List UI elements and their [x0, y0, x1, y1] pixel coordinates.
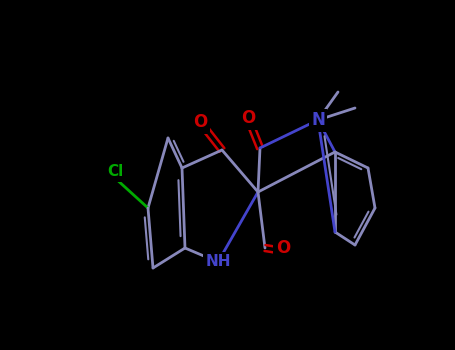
Text: O: O: [276, 239, 290, 257]
Text: O: O: [193, 113, 207, 131]
Text: O: O: [241, 109, 255, 127]
Text: NH: NH: [205, 254, 231, 270]
Text: N: N: [311, 111, 325, 129]
Text: Cl: Cl: [107, 164, 123, 180]
